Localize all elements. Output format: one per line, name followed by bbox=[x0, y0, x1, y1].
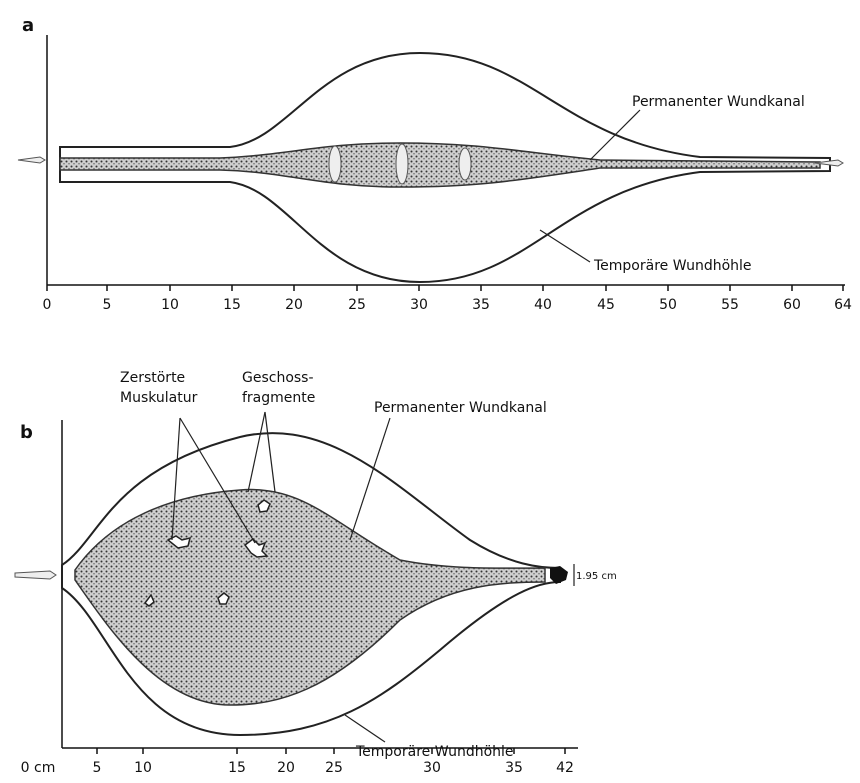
tick-label: 64 bbox=[834, 297, 852, 313]
tick-label: 30 bbox=[410, 297, 428, 313]
tick-label: 42 bbox=[556, 760, 574, 776]
tick-label: 5 bbox=[93, 760, 102, 776]
panel-label: b bbox=[20, 422, 33, 443]
tick-label: 35 bbox=[505, 760, 523, 776]
tick-label: 45 bbox=[597, 297, 615, 313]
tick-label: 15 bbox=[223, 297, 241, 313]
tick-label: 10 bbox=[134, 760, 152, 776]
annotation: Permanenter Wundkanal bbox=[374, 400, 547, 416]
annotation: Zerstörte bbox=[120, 370, 185, 386]
tick-label: 60 bbox=[783, 297, 801, 313]
tick-label: 25 bbox=[348, 297, 366, 313]
figure: a Permanenter Wundkanal Temporäre Wundhö… bbox=[0, 0, 860, 783]
panel-a: a Permanenter Wundkanal Temporäre Wundhö… bbox=[18, 15, 845, 285]
tick-label: 20 bbox=[277, 760, 295, 776]
tick-label: 5 bbox=[103, 297, 112, 313]
tick-label: 35 bbox=[472, 297, 490, 313]
tick-label: 20 bbox=[285, 297, 303, 313]
annotation: Temporäre Wundhöhle bbox=[355, 744, 514, 760]
tick-label: 10 bbox=[161, 297, 179, 313]
bullet-shape bbox=[15, 571, 56, 579]
tick-label: 0 cm bbox=[21, 760, 56, 776]
scale-label: 1.95 cm bbox=[576, 571, 617, 582]
tick-label: 25 bbox=[325, 760, 343, 776]
tick-label: 50 bbox=[659, 297, 677, 313]
annotation: Temporäre Wundhöhle bbox=[593, 258, 752, 274]
tick-label: 40 bbox=[534, 297, 552, 313]
panel-b: b 1.95 cm Zerstörte Muskulatur Geschoss-… bbox=[15, 370, 617, 760]
annotation: Muskulatur bbox=[120, 390, 198, 406]
panel-label: a bbox=[22, 15, 34, 36]
leader-line bbox=[540, 230, 590, 262]
tick-label: 15 bbox=[228, 760, 246, 776]
tick-label: 55 bbox=[721, 297, 739, 313]
annotation: Geschoss- bbox=[242, 370, 314, 386]
annotation: fragmente bbox=[242, 390, 315, 406]
tick-label: 30 bbox=[423, 760, 441, 776]
annotation: Permanenter Wundkanal bbox=[632, 94, 805, 110]
tick-label: 0 bbox=[43, 297, 52, 313]
